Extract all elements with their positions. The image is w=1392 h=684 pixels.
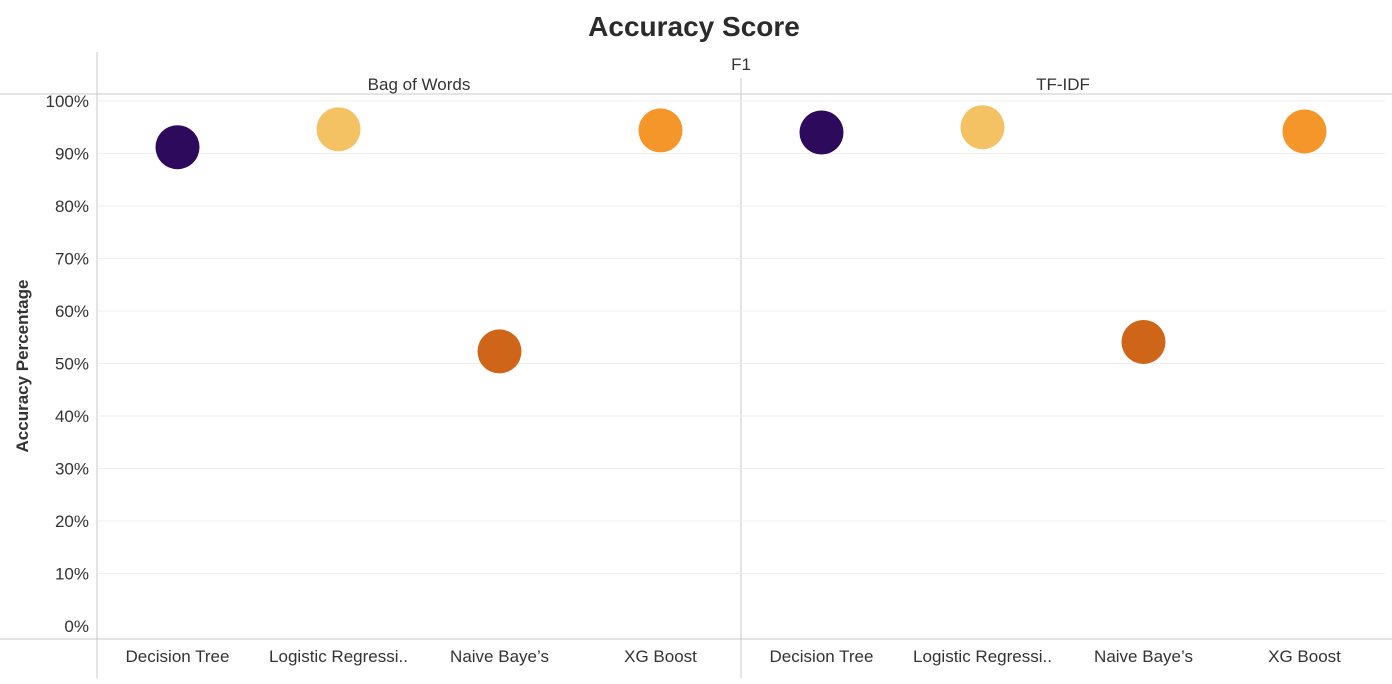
y-tick-label: 70% (55, 250, 89, 269)
y-tick-label: 20% (55, 512, 89, 531)
y-tick-label: 100% (46, 92, 89, 111)
y-tick-label: 50% (55, 355, 89, 374)
point-bag-of-words-logistic-regressi (316, 107, 361, 152)
column-header-f1: F1 (731, 55, 751, 74)
panel-header-bag-of-words: Bag of Words (368, 75, 471, 94)
point-tf-idf-decision-tree (799, 110, 844, 155)
y-tick-label: 60% (55, 302, 89, 321)
x-category-label: Decision Tree (126, 647, 230, 666)
point-tf-idf-xg-boost (1282, 109, 1327, 154)
x-category-label: Decision Tree (770, 647, 874, 666)
x-axis-categories: Decision Tree Logistic Regressi.. Naive Ba… (126, 647, 1342, 666)
chart-frame (0, 52, 1392, 678)
point-tf-idf-naive-baye-s (1121, 319, 1166, 364)
x-category-label: Naive Baye’s (1094, 647, 1193, 666)
y-axis-ticks: 0% 10% 20% 30% 40% 50% 60% 70% 80% 90% 100% (46, 92, 89, 636)
point-bag-of-words-naive-baye-s (477, 329, 522, 374)
x-category-label: Logistic Regressi.. (913, 647, 1052, 666)
point-tf-idf-logistic-regressi (960, 105, 1005, 150)
y-tick-label: 0% (64, 617, 89, 636)
y-tick-label: 80% (55, 197, 89, 216)
x-category-label: XG Boost (1268, 647, 1341, 666)
point-bag-of-words-decision-tree (155, 125, 200, 170)
y-tick-label: 10% (55, 565, 89, 584)
chart-title: Accuracy Score (588, 11, 800, 42)
y-tick-label: 90% (55, 145, 89, 164)
y-tick-label: 30% (55, 460, 89, 479)
x-category-label: XG Boost (624, 647, 697, 666)
data-points (155, 105, 1327, 374)
point-bag-of-words-xg-boost (638, 108, 683, 153)
y-axis-label: Accuracy Percentage (13, 280, 32, 453)
x-category-label: Naive Baye’s (450, 647, 549, 666)
y-tick-label: 40% (55, 407, 89, 426)
gridlines (97, 100, 1385, 574)
panel-header-tf-idf: TF-IDF (1036, 75, 1090, 94)
x-category-label: Logistic Regressi.. (269, 647, 408, 666)
